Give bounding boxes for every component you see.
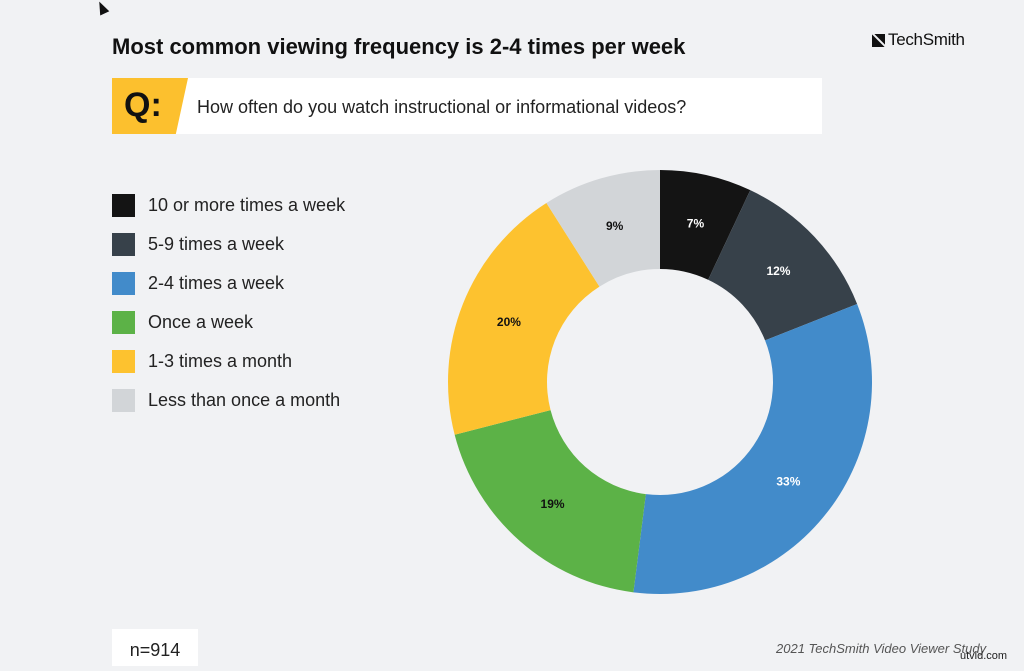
legend-swatch <box>112 272 135 295</box>
donut-slice <box>660 170 751 280</box>
legend-swatch <box>112 350 135 373</box>
legend-label: 2-4 times a week <box>148 273 285 293</box>
legend-swatch <box>112 194 135 217</box>
data-label: 33% <box>776 475 800 489</box>
donut-slice <box>633 303 872 594</box>
legend-label: 10 or more times a week <box>148 195 346 215</box>
logo-text: TechSmith <box>888 30 965 49</box>
techsmith-logo: TechSmith <box>872 30 965 50</box>
source-note: 2021 TechSmith Video Viewer Study <box>776 641 987 656</box>
data-label: 9% <box>606 219 624 233</box>
question-text: How often do you watch instructional or … <box>197 97 687 117</box>
legend-swatch <box>112 389 135 412</box>
data-label: 20% <box>497 315 521 329</box>
data-label: 12% <box>766 264 790 278</box>
sample-size: n=914 <box>112 629 198 666</box>
legend: 10 or more times a week 5-9 times a week 2… <box>112 186 345 420</box>
legend-item: 1-3 times a month <box>112 342 345 381</box>
watermark: utvid.com <box>960 650 1008 662</box>
donut-slice <box>448 203 600 435</box>
legend-item: Less than once a month <box>112 381 345 420</box>
question-badge-label: Q: <box>124 86 162 124</box>
legend-label: 5-9 times a week <box>148 234 285 254</box>
question-bar: Q: How often do you watch instructional … <box>112 78 822 134</box>
techsmith-logo-icon <box>872 33 885 47</box>
legend-item: Once a week <box>112 303 345 342</box>
legend-item: 5-9 times a week <box>112 225 345 264</box>
data-label: 19% <box>541 497 565 511</box>
chart-title: Most common viewing frequency is 2-4 tim… <box>112 34 686 59</box>
donut-slice <box>708 190 858 341</box>
legend-item: 10 or more times a week <box>112 186 345 225</box>
question-badge: Q: <box>112 78 188 134</box>
legend-label: Once a week <box>148 312 254 332</box>
legend-label: Less than once a month <box>148 390 341 410</box>
donut-slice <box>546 170 660 287</box>
data-label: 7% <box>687 216 705 230</box>
legend-label: 1-3 times a month <box>148 351 293 371</box>
donut-slice <box>454 410 646 593</box>
legend-swatch <box>112 311 135 334</box>
legend-swatch <box>112 233 135 256</box>
legend-item: 2-4 times a week <box>112 264 345 303</box>
